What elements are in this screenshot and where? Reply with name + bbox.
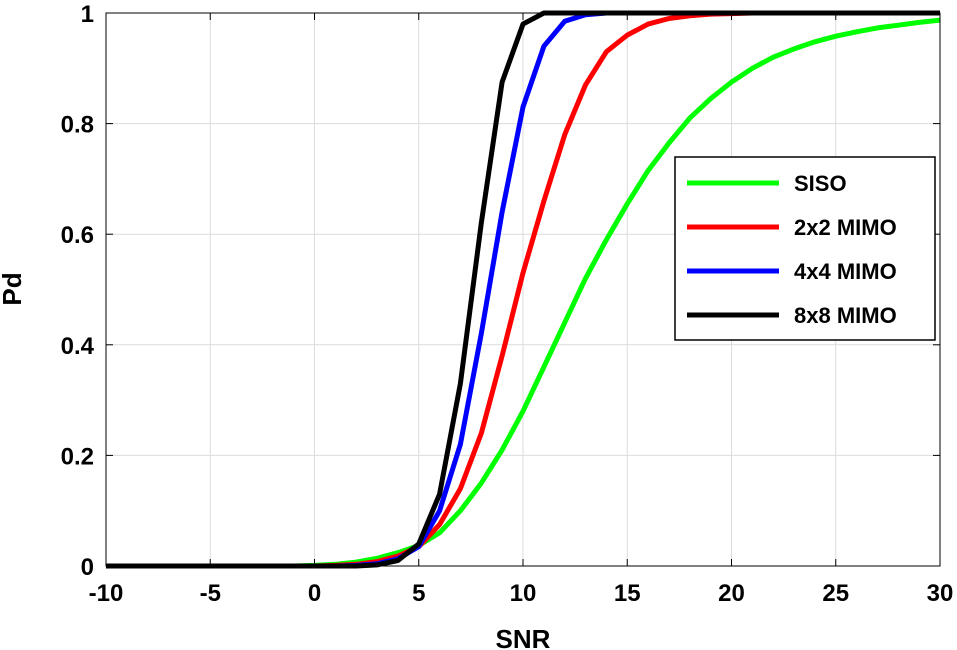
x-tick-label: -5 — [200, 580, 221, 607]
x-tick-label: 25 — [822, 580, 849, 607]
y-axis-label: Pd — [0, 272, 27, 305]
x-tick-label: 20 — [718, 580, 745, 607]
x-axis-label: SNR — [496, 624, 551, 650]
legend-label-8x8-mimo: 8x8 MIMO — [794, 303, 897, 328]
y-tick-label: 0.2 — [61, 443, 94, 470]
y-tick-label: 0.8 — [61, 112, 94, 139]
legend-label-siso: SISO — [794, 171, 847, 196]
legend-label-4x4-mimo: 4x4 MIMO — [794, 259, 897, 284]
axis-ticks: -10 -5 0 5 10 15 20 25 30 0 0.2 0.4 0.6 0.8 1 — [61, 1, 954, 607]
x-tick-label: 10 — [510, 580, 537, 607]
y-tick-label: 0.4 — [61, 333, 95, 360]
x-tick-label: 15 — [614, 580, 641, 607]
y-tick-label: 0.6 — [61, 222, 94, 249]
x-tick-label: -10 — [89, 580, 124, 607]
legend-box — [674, 156, 936, 341]
y-tick-label: 0 — [81, 554, 94, 581]
legend: SISO 2x2 MIMO 4x4 MIMO 8x8 MIMO — [674, 156, 936, 341]
y-tick-label: 1 — [81, 1, 94, 28]
legend-label-2x2-mimo: 2x2 MIMO — [794, 215, 897, 240]
x-tick-label: 0 — [308, 580, 321, 607]
x-tick-label: 30 — [927, 580, 954, 607]
x-tick-label: 5 — [412, 580, 425, 607]
